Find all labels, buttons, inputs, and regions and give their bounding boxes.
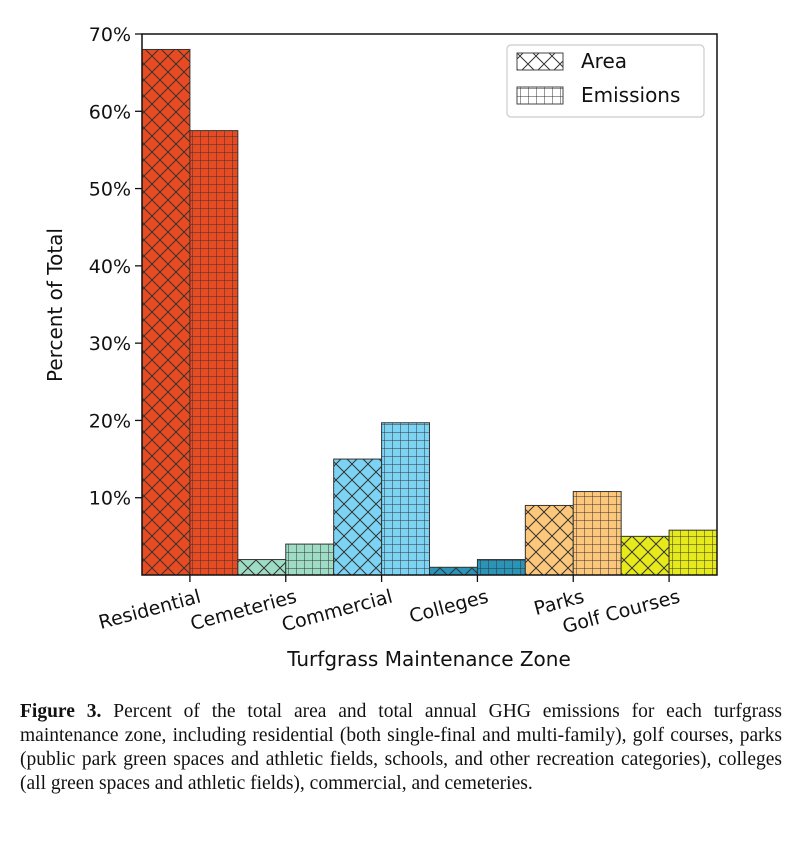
y-tick-label: 20%	[89, 410, 131, 432]
bar-residential-area	[141, 48, 191, 576]
legend-swatch-emissions	[516, 86, 564, 105]
bar-golf-courses-emissions	[668, 529, 718, 576]
legend-label-area: Area	[581, 49, 627, 73]
y-tick-label: 70%	[89, 24, 131, 46]
legend-swatch-area	[516, 52, 564, 71]
bar-colleges-emissions	[476, 559, 526, 576]
bar-parks-area	[524, 504, 574, 576]
caption-label: Figure 3.	[20, 701, 102, 722]
plot-frame	[141, 33, 718, 576]
bars-group	[141, 48, 718, 576]
bar-chart: 10%20%30%40%50%60%70% ResidentialCemeter…	[43, 24, 718, 671]
y-tick-label: 30%	[89, 333, 131, 355]
figure-caption: Figure 3. Percent of the total area and …	[20, 700, 782, 796]
caption-text: Percent of the total area and total annu…	[20, 701, 782, 794]
y-tick-label: 50%	[89, 179, 131, 201]
y-tick-label: 40%	[89, 256, 131, 278]
legend-label-emissions: Emissions	[581, 83, 680, 107]
bar-commercial-emissions	[381, 422, 431, 576]
bar-parks-emissions	[572, 491, 622, 576]
y-axis-title: Percent of Total	[43, 228, 67, 382]
bar-cemeteries-emissions	[285, 543, 335, 576]
y-axis: 10% 20% 30% 40% 50% 60% 70%	[89, 24, 142, 510]
bar-cemeteries-area	[237, 559, 287, 576]
y-tick-label: 60%	[89, 101, 131, 123]
x-tick-label: Colleges	[407, 586, 491, 628]
legend: Area Emissions	[506, 44, 705, 118]
bar-colleges-area	[429, 566, 478, 576]
bar-residential-emissions	[189, 130, 239, 576]
y-tick-label: 10%	[89, 488, 131, 510]
x-tick-label: Commercial	[279, 586, 394, 637]
x-axis-title: Turfgrass Maintenance Zone	[286, 647, 571, 671]
bar-golf-courses-area	[620, 535, 670, 576]
x-tick-label: Residential	[96, 586, 203, 634]
bar-commercial-area	[333, 458, 383, 576]
